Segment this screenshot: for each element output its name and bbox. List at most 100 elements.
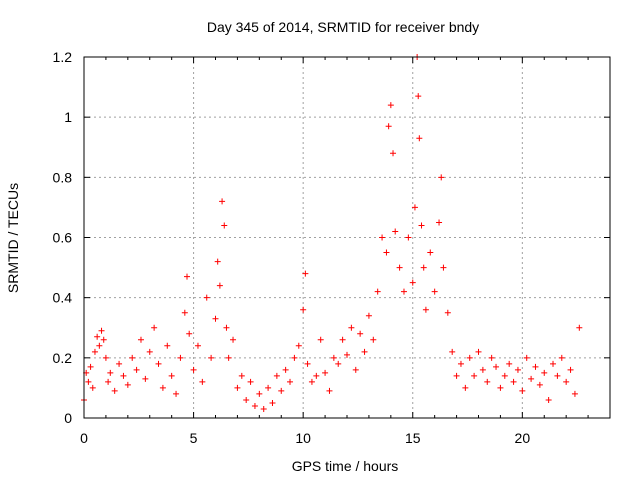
data-point xyxy=(155,360,162,367)
data-point xyxy=(519,387,526,394)
x-tick-labels: 0 5 10 15 20 xyxy=(80,430,530,446)
data-point xyxy=(479,366,486,373)
data-point xyxy=(111,387,118,394)
data-point xyxy=(208,354,215,361)
data-point xyxy=(438,174,445,181)
data-point xyxy=(488,354,495,361)
data-point xyxy=(273,372,280,379)
data-point xyxy=(230,336,237,343)
y-tick-label: 0.6 xyxy=(53,230,73,246)
data-point xyxy=(462,384,469,391)
data-point xyxy=(554,372,561,379)
data-point xyxy=(243,396,250,403)
data-point xyxy=(405,234,412,241)
data-point xyxy=(278,387,285,394)
data-point xyxy=(177,354,184,361)
data-point xyxy=(300,306,307,313)
data-point xyxy=(107,369,114,376)
y-tick-label: 0 xyxy=(64,410,72,426)
data-point xyxy=(471,372,478,379)
data-point xyxy=(146,348,153,355)
data-point xyxy=(385,123,392,130)
data-point xyxy=(190,366,197,373)
data-point xyxy=(100,336,107,343)
x-tick-label: 10 xyxy=(295,430,311,446)
data-point xyxy=(576,324,583,331)
data-points xyxy=(81,54,583,412)
data-point xyxy=(427,249,434,256)
data-point xyxy=(251,402,258,409)
data-point xyxy=(287,378,294,385)
data-point xyxy=(457,360,464,367)
data-point xyxy=(85,378,92,385)
y-tick-label: 1.2 xyxy=(53,49,73,65)
data-point xyxy=(497,384,504,391)
data-point xyxy=(523,354,530,361)
data-point xyxy=(558,354,565,361)
data-point xyxy=(567,366,574,373)
data-point xyxy=(449,348,456,355)
data-point xyxy=(563,378,570,385)
data-point xyxy=(129,354,136,361)
data-point xyxy=(282,366,289,373)
data-point xyxy=(415,93,422,100)
data-point xyxy=(194,342,201,349)
y-axis-label: SRMTID / TECUs xyxy=(5,183,21,293)
data-point xyxy=(223,324,230,331)
data-point xyxy=(105,378,112,385)
y-tick-label: 0.4 xyxy=(53,290,73,306)
data-point xyxy=(370,336,377,343)
data-point xyxy=(102,354,109,361)
data-point xyxy=(186,330,193,337)
data-point xyxy=(308,378,315,385)
data-point xyxy=(387,102,394,109)
data-point xyxy=(484,378,491,385)
data-point xyxy=(374,288,381,295)
data-point xyxy=(436,219,443,226)
data-point xyxy=(411,204,418,211)
data-point xyxy=(501,372,508,379)
data-point xyxy=(168,372,175,379)
x-tick-label: 0 xyxy=(80,430,88,446)
data-point xyxy=(234,384,241,391)
data-point xyxy=(304,360,311,367)
data-point xyxy=(541,369,548,376)
axis-ticks xyxy=(83,56,611,419)
data-point xyxy=(453,372,460,379)
data-point xyxy=(302,270,309,277)
data-point xyxy=(392,228,399,235)
data-point xyxy=(390,150,397,157)
data-point xyxy=(536,381,543,388)
data-point xyxy=(133,366,140,373)
data-point xyxy=(247,378,254,385)
data-point xyxy=(440,264,447,271)
data-point xyxy=(475,348,482,355)
data-point xyxy=(98,327,105,334)
data-point xyxy=(87,363,94,370)
data-point xyxy=(330,354,337,361)
data-point xyxy=(344,351,350,358)
data-point xyxy=(510,378,517,385)
data-point xyxy=(532,363,539,370)
data-point xyxy=(295,342,302,349)
data-point xyxy=(96,342,103,349)
data-point xyxy=(238,372,245,379)
data-point xyxy=(400,288,407,295)
data-point xyxy=(379,234,386,241)
data-point xyxy=(383,249,390,256)
data-point xyxy=(199,378,206,385)
data-point xyxy=(348,324,355,331)
data-point xyxy=(571,390,578,397)
data-point xyxy=(493,363,500,370)
data-point xyxy=(216,282,223,289)
data-point xyxy=(420,264,427,271)
data-point xyxy=(357,330,364,337)
data-point xyxy=(94,333,101,340)
data-point xyxy=(184,273,191,280)
data-point xyxy=(256,390,263,397)
data-point xyxy=(151,324,158,331)
data-point xyxy=(317,336,324,343)
data-point xyxy=(89,384,96,391)
x-tick-label: 5 xyxy=(190,430,198,446)
